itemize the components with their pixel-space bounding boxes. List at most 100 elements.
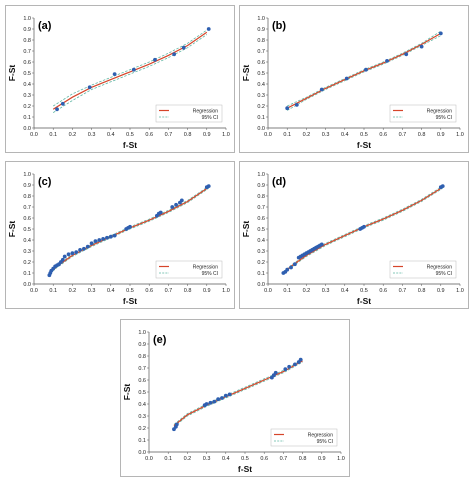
chart-svg: 0.0 0.1 0.2 0.3 0.4 0.5 0.6 0.7 0.8 0.9 1.0 0.0 0.1 0… <box>241 16 464 150</box>
data-point <box>362 224 366 229</box>
data-point <box>298 357 303 362</box>
data-point <box>85 244 90 249</box>
y-tick-label: 0.5 <box>138 390 146 396</box>
y-tick-label: 0.7 <box>257 49 265 55</box>
x-tick-label: 0.7 <box>399 132 407 138</box>
x-tick-label: 0.9 <box>437 288 445 294</box>
x-tick-label: 0.2 <box>69 132 77 138</box>
y-tick-label: 0.2 <box>257 260 265 266</box>
chart-panel-c: 0.0 0.1 0.2 0.3 0.4 0.5 0.6 0.7 0.8 0.9 1.0 0.0 0.1 0… <box>5 161 235 309</box>
ci-upper-line <box>283 185 443 273</box>
data-point <box>66 252 71 257</box>
data-point <box>223 393 228 398</box>
x-tick-label: 0.9 <box>203 288 211 294</box>
regression-line <box>52 31 208 110</box>
y-tick-label: 0.9 <box>23 27 31 33</box>
x-tick-label: 0.7 <box>165 132 173 138</box>
x-axis-label: f-St <box>238 464 252 474</box>
y-tick-label: 1.0 <box>257 172 265 178</box>
y-tick-label: 1.0 <box>257 16 265 22</box>
data-point <box>294 103 299 107</box>
data-point <box>344 76 349 81</box>
panel-label: (a) <box>38 20 52 32</box>
data-point <box>108 234 113 239</box>
data-point <box>87 85 92 90</box>
y-tick-label: 0.4 <box>23 238 31 244</box>
legend-label-regression: Regression <box>427 109 453 115</box>
x-tick-label: 0.2 <box>184 456 192 462</box>
chart-panel-b: 0.0 0.1 0.2 0.3 0.4 0.5 0.6 0.7 0.8 0.9 1.0 0.0 0.1 0… <box>239 5 469 153</box>
y-tick-label: 0.6 <box>257 216 265 222</box>
x-tick-label: 0.5 <box>360 132 368 138</box>
x-tick-label: 0.1 <box>283 132 291 138</box>
x-tick-label: 0.6 <box>145 132 153 138</box>
data-point <box>206 184 211 188</box>
y-tick-label: 0.0 <box>257 126 265 132</box>
y-tick-label: 0.8 <box>138 354 146 360</box>
legend-box <box>270 428 338 447</box>
legend-label-regression: Regression <box>193 265 219 271</box>
legend-label-ci: 95% CI <box>436 271 452 277</box>
y-tick-label: 0.3 <box>138 414 146 420</box>
legend-label-regression: Regression <box>193 109 219 115</box>
x-axis-label: f-St <box>357 296 371 306</box>
legend-box <box>155 104 223 123</box>
y-tick-label: 0.7 <box>257 205 265 211</box>
y-axis-label: F-St <box>122 384 132 401</box>
x-tick-label: 0.5 <box>126 132 134 138</box>
regression-line <box>286 32 442 109</box>
x-axis-label: f-St <box>123 140 137 150</box>
x-tick-label: 0.7 <box>280 456 288 462</box>
y-tick-label: 0.1 <box>257 271 265 277</box>
x-tick-label: 0.1 <box>283 288 291 294</box>
x-tick-label: 0.9 <box>203 132 211 138</box>
y-tick-label: 1.0 <box>23 16 31 22</box>
legend-label-ci: 95% CI <box>202 271 218 277</box>
x-tick-label: 0.1 <box>49 132 57 138</box>
data-point <box>131 67 136 72</box>
y-tick-label: 0.8 <box>257 194 265 200</box>
y-tick-label: 0.5 <box>23 227 31 233</box>
data-point <box>216 397 221 402</box>
legend-label-ci: 95% CI <box>436 115 452 121</box>
x-tick-label: 0.8 <box>184 132 192 138</box>
x-tick-label: 0.6 <box>379 132 387 138</box>
x-tick-label: 0.6 <box>379 288 387 294</box>
x-tick-label: 0.1 <box>164 456 172 462</box>
x-tick-label: 0.4 <box>341 132 349 138</box>
x-tick-label: 0.8 <box>184 288 192 294</box>
legend-box <box>389 104 457 123</box>
chart-svg: 0.0 0.1 0.2 0.3 0.4 0.5 0.6 0.7 0.8 0.9 1.0 0.0 0.1 0… <box>7 16 230 150</box>
ci-upper-line <box>173 359 303 425</box>
y-tick-label: 0.6 <box>23 60 31 66</box>
legend-box <box>389 260 457 279</box>
y-tick-label: 0.4 <box>23 82 31 88</box>
data-point <box>70 251 75 256</box>
data-point <box>82 246 86 251</box>
y-tick-label: 0.1 <box>23 115 31 121</box>
data-point <box>128 224 132 229</box>
x-tick-label: 0.3 <box>203 456 211 462</box>
data-point <box>170 205 175 209</box>
y-tick-label: 1.0 <box>138 330 146 336</box>
y-tick-label: 0.0 <box>138 450 146 456</box>
data-point <box>112 72 117 76</box>
data-point <box>62 254 67 259</box>
x-tick-label: 0.7 <box>399 288 407 294</box>
y-tick-label: 0.0 <box>23 126 31 132</box>
data-point <box>220 396 224 400</box>
y-tick-label: 0.0 <box>257 282 265 288</box>
x-tick-label: 0.0 <box>264 132 272 138</box>
x-tick-label: 0.0 <box>30 288 38 294</box>
x-tick-label: 0.9 <box>318 456 326 462</box>
y-tick-label: 0.7 <box>23 205 31 211</box>
y-tick-label: 0.1 <box>138 438 146 444</box>
x-tick-label: 0.4 <box>341 288 349 294</box>
y-tick-label: 0.6 <box>257 60 265 66</box>
data-point <box>440 184 445 188</box>
legend-label-regression: Regression <box>308 433 334 439</box>
chart-panel-d: 0.0 0.1 0.2 0.3 0.4 0.5 0.6 0.7 0.8 0.9 1.0 0.0 0.1 0… <box>239 161 469 309</box>
data-point <box>273 370 278 375</box>
